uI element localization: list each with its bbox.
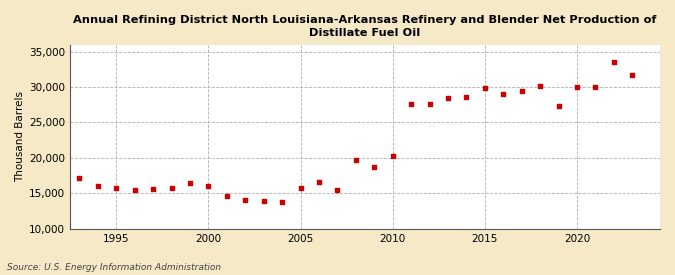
Y-axis label: Thousand Barrels: Thousand Barrels (15, 91, 25, 182)
Point (203, 184, 214, 188)
Point (443, 95, 454, 100)
Point (277, 200, 288, 205)
Point (461, 95, 472, 99)
Point (184, 181, 195, 186)
Point (332, 188, 343, 192)
Point (92, 184, 103, 188)
Point (295, 185, 306, 190)
Point (350, 158, 361, 162)
Title: Annual Refining District North Louisiana-Arkansas Refinery and Blender Net Produ: Annual Refining District North Louisiana… (74, 15, 657, 38)
Point (259, 199, 269, 203)
Point (516, 88, 527, 93)
Point (406, 102, 416, 106)
Point (74, 176, 85, 181)
Point (590, 85, 601, 89)
Point (424, 102, 435, 106)
Point (148, 187, 159, 191)
Point (369, 165, 380, 169)
Point (240, 198, 250, 202)
Text: Source: U.S. Energy Information Administration: Source: U.S. Energy Information Administ… (7, 263, 221, 272)
Point (498, 92, 509, 96)
Point (535, 84, 545, 89)
Point (314, 180, 325, 184)
Point (111, 185, 122, 190)
Point (554, 104, 564, 108)
Point (221, 194, 232, 198)
Point (609, 60, 620, 64)
Point (627, 73, 638, 77)
Point (572, 85, 583, 89)
Point (166, 186, 177, 191)
Point (130, 188, 140, 192)
Point (479, 86, 490, 90)
Point (387, 153, 398, 158)
